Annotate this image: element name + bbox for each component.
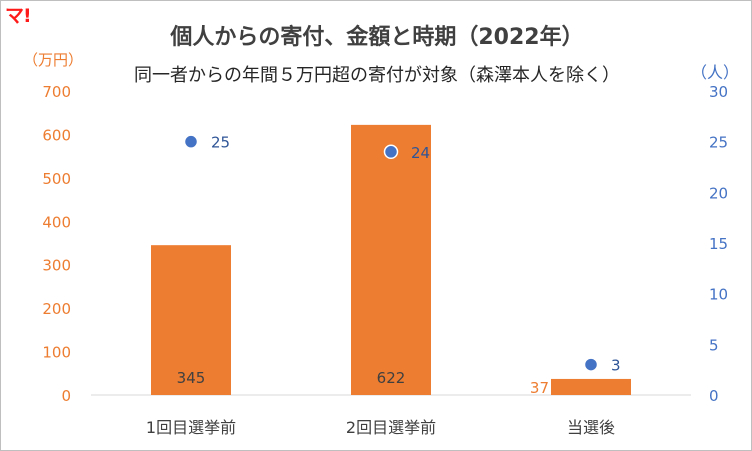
category-label: 1回目選挙前: [146, 418, 236, 437]
left-axis-tick-label: 500: [42, 170, 71, 188]
left-axis-tick-label: 100: [42, 344, 71, 362]
bar-value-label: 37: [530, 379, 549, 397]
brand-logo: マ!: [5, 5, 32, 27]
left-axis-tick-label: 400: [42, 213, 71, 231]
category-label: 当選後: [567, 418, 615, 437]
right-axis-tick-label: 15: [709, 235, 728, 253]
left-axis-tick-label: 0: [61, 387, 71, 405]
data-point: [183, 134, 199, 149]
left-axis-tick-label: 600: [42, 126, 71, 144]
bar: [351, 124, 431, 396]
left-axis-tick-label: 200: [42, 300, 71, 318]
point-value-label: 25: [211, 134, 230, 152]
left-axis-tick-label: 700: [42, 83, 71, 101]
point-value-label: 24: [411, 144, 430, 162]
bar-value-label: 345: [177, 369, 206, 387]
chart-title: 個人からの寄付、金額と時期（2022年）: [170, 25, 584, 50]
right-axis-tick-label: 0: [709, 387, 719, 405]
bar-value-label: 622: [377, 369, 406, 387]
right-axis-tick-label: 5: [709, 336, 719, 354]
bar: [151, 245, 231, 395]
data-point: [383, 144, 399, 160]
right-axis-tick-label: 25: [709, 134, 728, 152]
right-axis-tick-label: 10: [709, 286, 728, 304]
point-value-label: 3: [611, 357, 621, 375]
data-point: [583, 357, 599, 372]
chart-subtitle: 同一者からの年間５万円超の寄付が対象（森澤本人を除く）: [134, 65, 620, 86]
category-label: 2回目選挙前: [346, 418, 436, 437]
bar: [551, 378, 631, 395]
left-axis-unit-label: （万円）: [23, 51, 84, 69]
right-axis-tick-label: 30: [709, 83, 728, 101]
right-axis-tick-label: 20: [709, 184, 728, 202]
left-axis-tick-label: 300: [42, 257, 71, 275]
right-axis-unit-label: （人）: [691, 63, 740, 82]
